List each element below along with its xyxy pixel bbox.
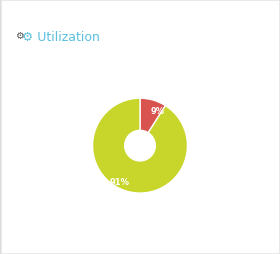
Text: 91%: 91% xyxy=(110,177,130,186)
Text: 9%: 9% xyxy=(150,106,164,115)
Text: ⚙: ⚙ xyxy=(15,30,24,40)
Wedge shape xyxy=(93,99,187,193)
Wedge shape xyxy=(140,99,165,133)
Text: ⚙ Utilization: ⚙ Utilization xyxy=(22,30,100,43)
